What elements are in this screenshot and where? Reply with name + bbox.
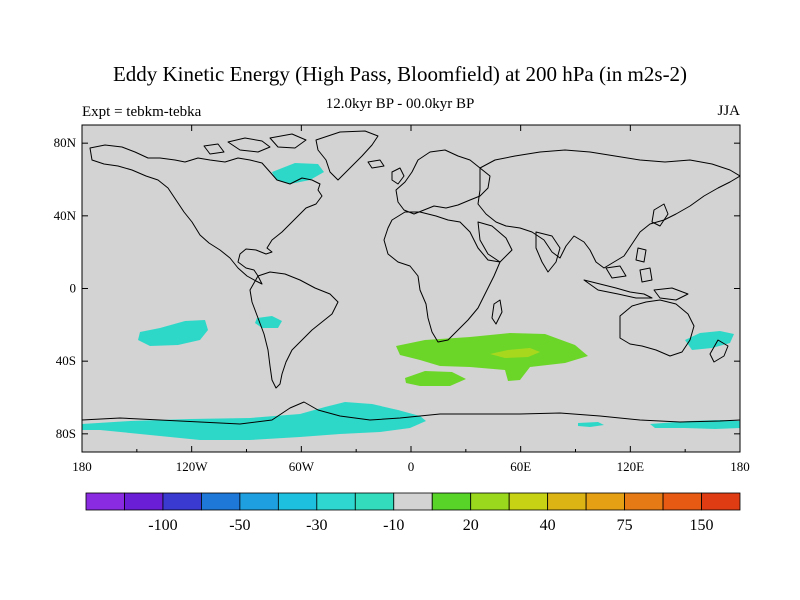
- x-axis: 180 120W 60W 0 60E 120E 180: [72, 125, 750, 474]
- anomaly-southeast-pacific: [255, 316, 282, 328]
- colorbar-swatch: [470, 492, 510, 511]
- colorbar-swatch: [585, 492, 625, 511]
- coast-australia: [619, 299, 695, 357]
- colorbar-swatch: [124, 492, 164, 511]
- colorbar-swatch: [701, 492, 741, 511]
- colorbar-label: -100: [148, 517, 177, 534]
- x-tick-label: 180: [72, 459, 92, 474]
- y-axis: 80N 40N 0 40S 80S: [54, 135, 740, 441]
- colorbar-swatch: [201, 492, 241, 511]
- colorbar-swatch: [547, 492, 587, 511]
- anomaly-east-antarctic-band: [650, 420, 740, 429]
- coast-south-america: [249, 271, 339, 389]
- colorbar-swatch: [393, 492, 433, 511]
- colorbar-swatch: [239, 492, 279, 511]
- coast-africa: [383, 211, 501, 343]
- x-tick-label: 120W: [176, 459, 209, 474]
- anomaly-east-antarctic-sliver: [578, 422, 604, 427]
- map-title: Eddy Kinetic Energy (High Pass, Bloomfie…: [112, 62, 688, 86]
- coast-europe: [395, 149, 491, 215]
- colorbar-swatch: [431, 492, 472, 511]
- x-tick-label: 120E: [617, 459, 645, 474]
- colorbar-label: -10: [383, 517, 404, 534]
- coast-arctic-islands: [203, 133, 307, 155]
- colorbar-swatch: [508, 492, 549, 511]
- colorbar-swatch: [277, 492, 318, 511]
- coast-philippines: [635, 247, 647, 263]
- colorbar-swatch: [354, 492, 395, 511]
- colorbar-swatch: [662, 492, 702, 511]
- anomaly-layer: [82, 163, 740, 440]
- x-tick-label: 60W: [289, 459, 315, 474]
- colorbar-swatch: [316, 492, 356, 511]
- colorbar-label: 150: [690, 517, 714, 534]
- coast-new-zealand: [709, 339, 729, 363]
- coast-greenland: [315, 130, 379, 181]
- anomaly-tasman: [685, 331, 734, 350]
- y-tick-label: 80N: [54, 135, 77, 150]
- map-background: [82, 125, 740, 452]
- coast-iceland: [367, 159, 385, 169]
- colorbar-swatch: [85, 492, 125, 511]
- colorbar-label: 75: [617, 517, 633, 534]
- coast-asia: [477, 149, 740, 269]
- x-tick-label: 180: [730, 459, 750, 474]
- anomaly-south-pacific: [138, 320, 208, 346]
- coast-uk: [391, 167, 405, 185]
- experiment-label: Expt = tebkm-tebka: [82, 104, 202, 120]
- x-tick-label: 60E: [510, 459, 531, 474]
- coast-new-guinea: [653, 287, 689, 301]
- y-tick-label: 40S: [56, 353, 76, 368]
- anomaly-south-indian: [396, 333, 588, 381]
- colorbar-swatch: [162, 492, 202, 511]
- map-subtitle: 12.0kyr BP - 00.0kyr BP: [325, 96, 475, 112]
- x-tick-label: 0: [408, 459, 415, 474]
- colorbar-label: -50: [229, 517, 250, 534]
- coast-indonesia: [583, 265, 653, 299]
- anomaly-antarctic-band: [82, 402, 426, 440]
- colorbar: -100 -50 -30 -10 20 40 75 150: [85, 492, 741, 534]
- coast-arabia: [477, 221, 513, 263]
- coast-india: [535, 231, 561, 273]
- season-label: JJA: [717, 103, 740, 119]
- colorbar-label: 40: [540, 517, 556, 534]
- anomaly-south-atlantic: [405, 371, 466, 386]
- coast-japan: [651, 203, 669, 227]
- y-tick-label: 40N: [54, 208, 77, 223]
- colorbar-swatch: [624, 492, 664, 511]
- colorbar-label: 20: [463, 517, 479, 534]
- coast-north-america: [89, 144, 323, 285]
- y-tick-label: 80S: [56, 426, 76, 441]
- y-tick-label: 0: [70, 281, 77, 296]
- colorbar-label: -30: [306, 517, 327, 534]
- coastlines: [82, 130, 740, 425]
- coast-madagascar: [491, 299, 503, 325]
- anomaly-south-indian-core: [490, 348, 540, 358]
- anomaly-hudson-bay: [272, 163, 324, 184]
- coast-antarctica: [82, 401, 740, 425]
